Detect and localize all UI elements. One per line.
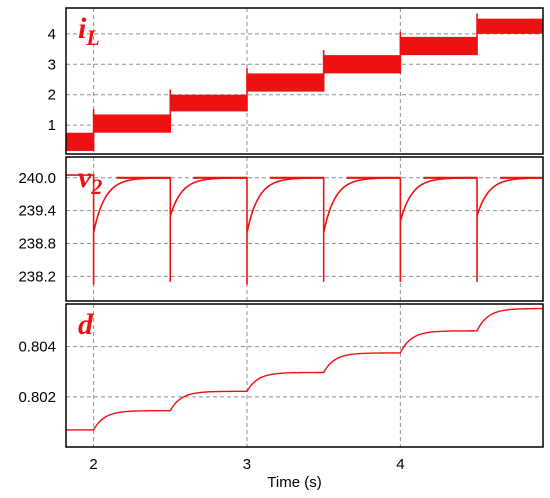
x-tick-label: 3 bbox=[243, 456, 251, 473]
panel-label-main: v bbox=[78, 161, 92, 194]
series-v2 bbox=[66, 174, 543, 285]
x-tick-label: 2 bbox=[89, 456, 97, 473]
panel-label-iL: iL bbox=[78, 12, 100, 50]
series-iL bbox=[66, 13, 543, 151]
y-tick-label: 239.4 bbox=[18, 203, 56, 220]
panel-frame bbox=[65, 303, 544, 448]
panel-frame bbox=[65, 7, 544, 155]
current-band-1 bbox=[93, 114, 171, 133]
current-band-3 bbox=[246, 73, 324, 92]
panel-label-d: d bbox=[78, 308, 94, 341]
panel-label-sub: 2 bbox=[90, 174, 102, 199]
panel-label-sub: L bbox=[85, 25, 99, 50]
y-tick-label: 240.0 bbox=[18, 170, 56, 187]
current-band-4 bbox=[323, 55, 401, 74]
current-band-2 bbox=[170, 94, 247, 112]
y-tick-label: 4 bbox=[48, 26, 56, 43]
current-band-0 bbox=[66, 132, 94, 151]
series-d bbox=[66, 307, 543, 431]
x-axis-title: Time (s) bbox=[267, 474, 321, 491]
panel-label-v2: v2 bbox=[78, 161, 102, 199]
panel-d: 0.804 0.802 d bbox=[18, 303, 544, 448]
y-tick-label: 2 bbox=[48, 87, 56, 104]
y-tick-label: 0.802 bbox=[18, 389, 56, 406]
y-tick-label: 3 bbox=[48, 56, 56, 73]
duty-line bbox=[66, 307, 543, 431]
y-tick-label: 0.804 bbox=[18, 339, 56, 356]
y-tick-label: 1 bbox=[48, 117, 56, 134]
y-tick-label: 238.8 bbox=[18, 236, 56, 253]
panel-v2: 240.0 239.4 238.8 238.2 v2 bbox=[18, 156, 544, 302]
panel-iL: 1 2 3 4 iL bbox=[48, 7, 544, 155]
x-tick-label: 4 bbox=[396, 456, 404, 473]
panel-label-main: i bbox=[78, 12, 87, 45]
current-band-5 bbox=[400, 36, 478, 56]
y-tick-label: 238.2 bbox=[18, 268, 56, 285]
voltage-line bbox=[66, 174, 543, 285]
current-band-6 bbox=[477, 18, 543, 34]
panel-frame bbox=[65, 156, 544, 302]
panel-label-main: d bbox=[78, 308, 94, 341]
